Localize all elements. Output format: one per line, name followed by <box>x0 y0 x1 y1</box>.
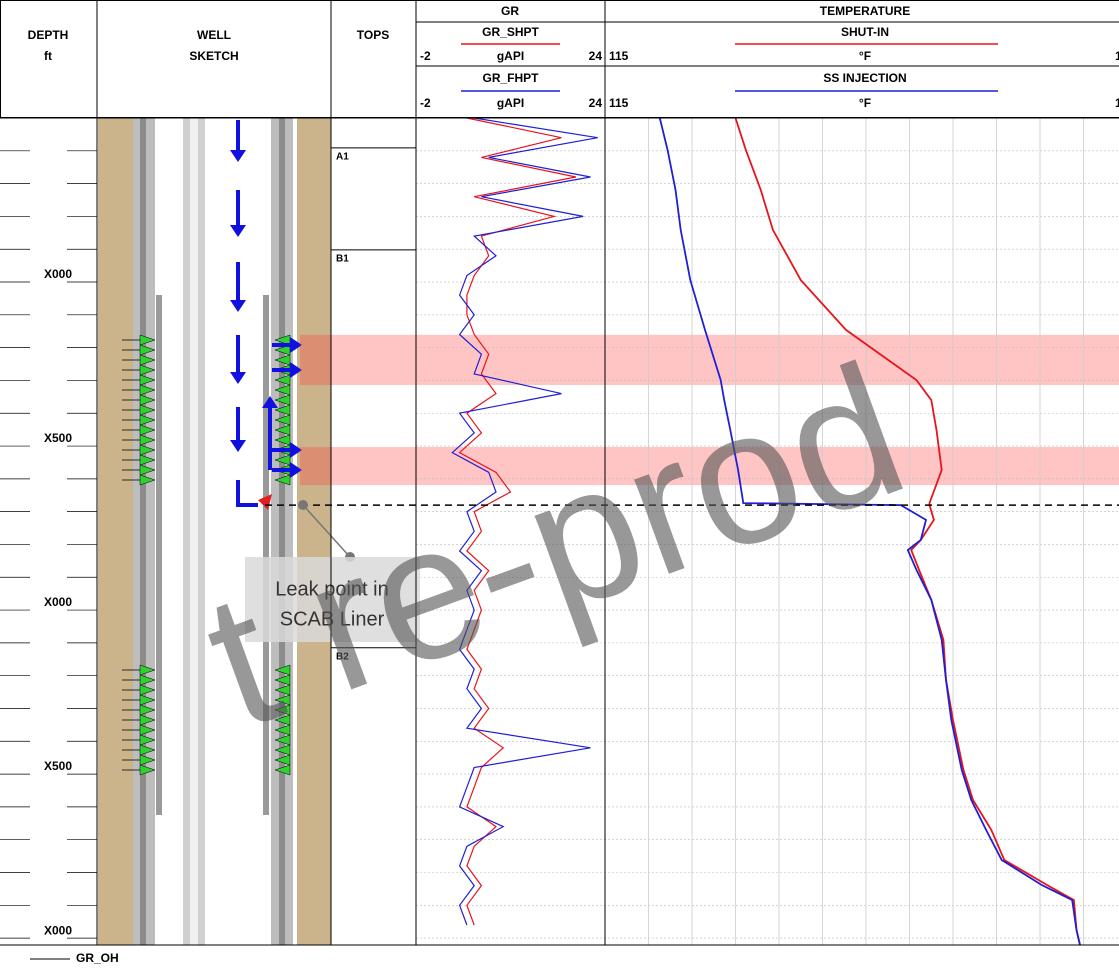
leak-annotation: Leak point in SCAB Liner <box>245 500 420 642</box>
log-curve <box>658 117 1081 946</box>
header-text: TEMPERATURE <box>820 4 910 18</box>
scale-min: 115 <box>609 96 629 110</box>
curve-unit: gAPI <box>497 96 524 110</box>
annotation-line: Leak point in <box>275 578 388 600</box>
header-text: SKETCH <box>189 49 238 63</box>
curve-name: SS INJECTION <box>823 71 906 85</box>
scale-min: -2 <box>420 96 431 110</box>
well-sketch <box>98 118 331 945</box>
curve-unit: °F <box>859 49 871 63</box>
depth-label: X000 <box>44 923 72 937</box>
depth-label: X500 <box>44 431 72 445</box>
flow-arrows <box>230 120 302 510</box>
header-text: WELL <box>197 28 231 42</box>
header-text: DEPTH <box>28 28 69 42</box>
header-text: GR <box>501 4 519 18</box>
scale-max: 175 <box>1115 49 1119 63</box>
scale-min: -2 <box>420 49 431 63</box>
log-curve <box>458 117 577 926</box>
curve-unit: gAPI <box>497 49 524 63</box>
header: DEPTH ft WELL SKETCH TOPS GR TEMPERATURE <box>0 0 1119 946</box>
curve-name: GR_SHPT <box>482 25 539 39</box>
log-curve <box>451 117 598 926</box>
annotation-line: SCAB Liner <box>280 608 385 630</box>
footer: GR_OH <box>30 951 119 965</box>
header-text: TOPS <box>357 28 389 42</box>
curve-name: SHUT-IN <box>841 25 889 39</box>
scale-min: 115 <box>609 49 629 63</box>
curve-unit: °F <box>859 96 871 110</box>
log-curve <box>734 117 1081 946</box>
depth-label: X000 <box>44 595 72 609</box>
legend-label: GR_OH <box>76 951 119 965</box>
top-label: B2 <box>336 651 349 662</box>
scale-max: 175 <box>1115 96 1119 110</box>
depth-label: X500 <box>44 759 72 773</box>
scale-max: 24 <box>589 49 603 63</box>
scale-max: 24 <box>589 96 603 110</box>
curve-name: GR_FHPT <box>482 71 539 85</box>
depth-label: X000 <box>44 267 72 281</box>
header-text: ft <box>44 49 52 63</box>
top-label: B1 <box>336 254 349 265</box>
top-label: A1 <box>336 151 349 162</box>
